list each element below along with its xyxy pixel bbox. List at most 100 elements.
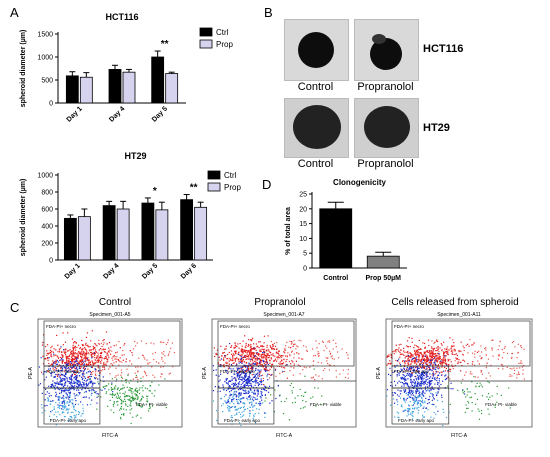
x-tick-label: Control — [323, 275, 348, 282]
legend-label-prop: Prop — [224, 183, 241, 192]
panel-letter-b: B — [264, 5, 273, 20]
chart-ht29: HT29 0 200 400 600 800 1000 spheroid diameter (… — [20, 151, 241, 281]
y-tick-label: 0 — [49, 101, 53, 108]
dot-cloud — [212, 335, 349, 427]
gate-label-viable: FDA+ PI- viable — [136, 402, 168, 407]
x-tick-label: Day 1 — [64, 262, 82, 280]
y-tick-label: 200 — [41, 241, 53, 248]
bar-prop — [155, 209, 169, 261]
chart-clonogenicity: Clonogenicity 0 5 10 15 20 25 % of total area Co… — [285, 178, 407, 282]
y-tick-label: 15 — [299, 221, 307, 228]
y-axis-label: spheroid diameter (µm) — [20, 30, 27, 108]
gate-necro — [217, 320, 355, 367]
y-tick-label: 10 — [299, 236, 307, 243]
flow-plot-control: Specimen_001-A5 FDA-PI+ necro FDA-PI+ late… — [28, 312, 183, 439]
bar-prop — [79, 76, 93, 104]
label-control: Control — [297, 81, 334, 93]
legend-swatch-ctrl — [199, 27, 213, 37]
x-tick-label: Day 5 — [141, 262, 159, 280]
chart-title: HT29 — [124, 151, 146, 161]
flow-title-propranolol: Propranolol — [254, 297, 306, 308]
bar-prop — [77, 216, 91, 261]
y-tick-label: 0 — [49, 258, 53, 265]
bar-ctrl — [63, 217, 77, 261]
gate-early-apo — [43, 387, 101, 425]
specimen-label: Specimen_001-A11 — [437, 312, 481, 318]
spheroid-image-hct116-propranolol — [354, 19, 419, 81]
legend-swatch-prop — [207, 182, 221, 192]
spheroid-image-ht29-control — [284, 98, 349, 158]
x-axis-label: FITC-A — [451, 433, 468, 439]
chart-hct116: HCT116 0 500 1000 1500 spheroid diameter (µm)… — [20, 12, 233, 124]
gate-label-late-apo: FDA-PI+ late apo — [220, 369, 255, 374]
legend-swatch-prop — [199, 39, 213, 49]
bar-ctrl — [141, 202, 155, 261]
gate-early-apo — [391, 387, 450, 425]
panel-letter-c: C — [10, 300, 20, 315]
spheroid-image-ht29-propranolol — [354, 98, 419, 158]
y-axis-label: PE-A — [28, 367, 34, 379]
gate-label-early-apo: FDA-PI- early apo — [224, 418, 261, 423]
gate-label-early-apo: FDA-PI- early apo — [398, 418, 435, 423]
bar-prop — [116, 208, 130, 261]
significance-mark: ** — [161, 39, 169, 50]
panel-letter-a: A — [10, 5, 19, 20]
chart-title: HCT116 — [105, 12, 138, 22]
y-tick-label: 20 — [299, 206, 307, 213]
legend-label-ctrl: Ctrl — [224, 171, 237, 180]
bar-ctrl — [151, 56, 165, 104]
gate-label-viable: FDA+ PI- viable — [310, 402, 342, 407]
legend-swatch-ctrl — [207, 170, 221, 180]
significance-mark: ** — [190, 183, 198, 194]
gate-necro — [391, 320, 531, 367]
legend-label-prop: Prop — [216, 40, 233, 49]
legend-label-ctrl: Ctrl — [216, 28, 229, 37]
flow-plot-released: Specimen_001-A11 FDA-PI+ necro FDA-PI+ lat… — [376, 312, 533, 439]
y-tick-label: 1000 — [37, 55, 53, 62]
specimen-label: Specimen_001-A5 — [89, 312, 130, 318]
y-axis-label: spheroid diameter (µm) — [20, 179, 27, 257]
x-tick-label: Day 6 — [180, 262, 198, 280]
y-tick-label: 1000 — [37, 173, 53, 180]
gate-label-necro: FDA-PI+ necro — [394, 324, 424, 329]
label-propranolol: Propranolol — [357, 81, 414, 93]
bar — [319, 208, 353, 269]
y-axis-label: % of total area — [285, 207, 292, 255]
label-ht29: HT29 — [423, 122, 450, 134]
y-tick-label: 5 — [303, 251, 307, 258]
significance-mark: * — [153, 186, 157, 197]
flow-title-control: Control — [98, 297, 132, 308]
bar — [366, 255, 400, 269]
x-tick-label: Day 4 — [102, 262, 120, 280]
dot-cloud — [386, 337, 525, 427]
flow-plot-propranolol: Specimen_001-A7 FDA-PI+ necro FDA-PI+ late… — [202, 312, 357, 439]
specimen-label: Specimen_001-A7 — [263, 312, 304, 318]
gate-label-late-apo: FDA-PI+ late apo — [46, 369, 81, 374]
bar-prop — [194, 206, 208, 261]
y-tick-label: 600 — [41, 207, 53, 214]
spheroid-image-hct116-control — [284, 19, 349, 81]
y-tick-label: 1500 — [37, 32, 53, 39]
y-axis-label: PE-A — [202, 367, 208, 379]
label-control-2: Control — [297, 158, 334, 170]
bar-prop — [165, 73, 179, 104]
panel-letter-d: D — [262, 177, 272, 192]
y-tick-label: 500 — [41, 78, 53, 85]
x-tick-label: Day 1 — [66, 105, 84, 123]
bar-ctrl — [108, 69, 122, 104]
gate-necro — [43, 320, 181, 367]
gate-label-viable: FDA+ PI- viable — [485, 402, 517, 407]
flow-title-released: Cells released from spheroid — [391, 297, 519, 308]
y-tick-label: 800 — [41, 190, 53, 197]
chart-title: Clonogenicity — [333, 178, 386, 187]
x-tick-label: Day 4 — [108, 105, 126, 123]
y-tick-label: 25 — [299, 192, 307, 199]
y-tick-label: 400 — [41, 224, 53, 231]
gate-early-apo — [217, 387, 275, 425]
x-tick-label: Day 5 — [151, 105, 169, 123]
gate-label-early-apo: FDA-PI- early apo — [50, 418, 87, 423]
x-tick-label: Prop 50µM — [365, 275, 401, 282]
label-hct116: HCT116 — [423, 43, 464, 55]
x-axis-label: FITC-A — [102, 433, 119, 439]
label-propranolol-2: Propranolol — [357, 158, 414, 170]
